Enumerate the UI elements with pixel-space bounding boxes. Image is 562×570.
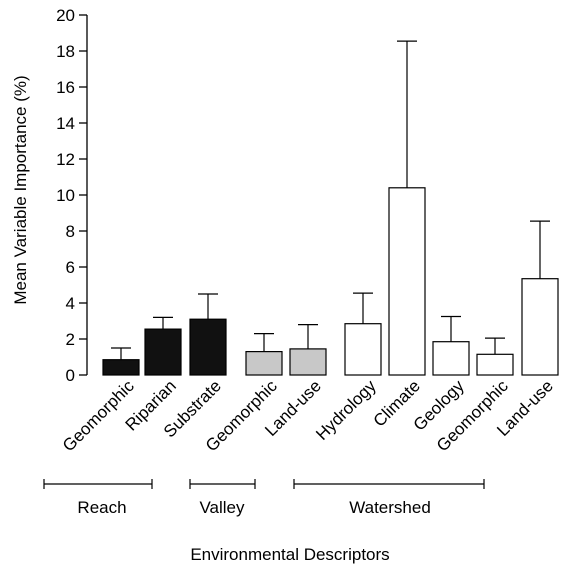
bar [144, 328, 182, 376]
y-tick-label: 12 [56, 150, 75, 169]
y-tick-label: 18 [56, 42, 75, 61]
x-tick-label: Hydrology [312, 376, 380, 444]
bar [344, 323, 382, 376]
bar [245, 351, 283, 376]
y-tick-label: 16 [56, 78, 75, 97]
bar [432, 341, 470, 376]
group-label: Valley [199, 498, 245, 517]
plot-area: 02468101214161820GeomorphicRiparianSubst… [43, 6, 559, 517]
group-label: Reach [77, 498, 126, 517]
y-tick-label: 8 [66, 222, 75, 241]
bar [102, 359, 140, 376]
y-tick-label: 14 [56, 114, 75, 133]
bar [388, 187, 426, 376]
y-tick-label: 10 [56, 186, 75, 205]
group-label: Watershed [349, 498, 431, 517]
bar [189, 318, 227, 376]
bar [289, 348, 327, 376]
y-tick-label: 6 [66, 258, 75, 277]
y-tick-label: 2 [66, 330, 75, 349]
y-tick-label: 0 [66, 366, 75, 385]
y-tick-label: 20 [56, 6, 75, 25]
bar [521, 278, 559, 376]
y-tick-label: 4 [66, 294, 75, 313]
bar [476, 353, 514, 376]
x-axis-label: Environmental Descriptors [190, 545, 389, 564]
y-axis-label: Mean Variable Importance (%) [11, 75, 30, 304]
